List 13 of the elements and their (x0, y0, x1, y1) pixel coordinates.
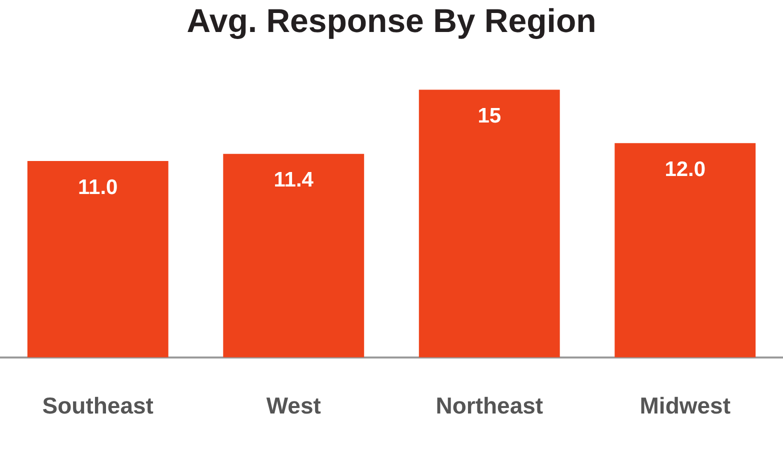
data-label: 15 (478, 104, 502, 128)
data-label: 12.0 (664, 158, 706, 181)
data-label: 11.0 (78, 176, 118, 199)
x-tick-label: Northeast (436, 392, 544, 419)
bar (614, 143, 756, 358)
chart-title: Avg. Response By Region (186, 2, 596, 39)
x-tick-label: Southeast (42, 392, 154, 419)
x-tick-label: Midwest (640, 392, 731, 419)
x-tick-label: West (266, 392, 322, 419)
bar (418, 90, 560, 358)
bar (223, 154, 364, 358)
data-label: 11.4 (274, 168, 314, 192)
bar (27, 161, 168, 358)
